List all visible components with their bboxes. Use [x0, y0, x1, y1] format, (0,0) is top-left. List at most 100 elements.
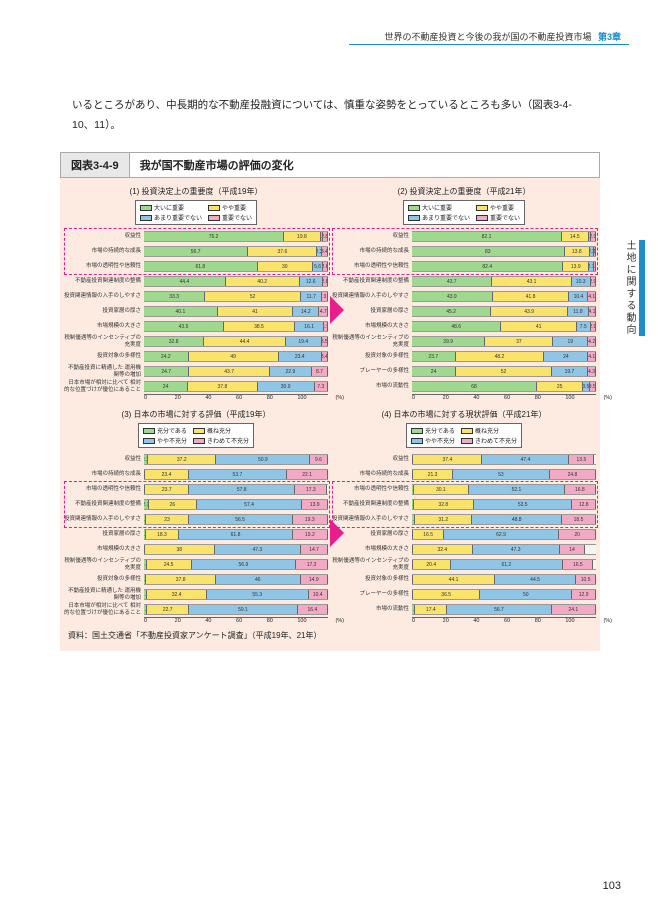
bar-segment: 13.8: [565, 247, 590, 256]
chart-row: 収益性0.837.447.413.5: [332, 452, 596, 467]
bar-wrap: 0.420.461.216.5: [412, 559, 596, 570]
bar-segment: 37.6: [248, 247, 317, 256]
bar-wrap: 43.538.516.11.9: [144, 321, 328, 332]
bar-wrap: 40.14114.24.7: [144, 306, 328, 317]
bar-wrap: 56.737.62.33.4: [144, 246, 328, 257]
bar-segment: 2.6: [323, 262, 328, 271]
panel-title: (3) 日本の市場に対する評価（平成19年）: [64, 409, 328, 420]
row-label: 税制優遇等のインセンティブの充実度: [64, 558, 144, 570]
row-label: 不動産投資関連制度の整備: [64, 501, 144, 507]
arrow-icon: [330, 296, 344, 324]
chart-row: 市場の持続的な成長0.823.453.722.1: [64, 467, 328, 482]
bar-wrap: 0.837.447.413.5: [412, 454, 596, 465]
row-label: 不動産投資関連制度の整備: [64, 278, 144, 284]
row-label: 収益性: [332, 456, 412, 462]
chart-row: 市場の透明性や信頼性82.413.92.71.1: [332, 259, 596, 274]
bar-segment: 48.8: [472, 515, 562, 524]
chart-legend: 充分である概ね充分やや不充分きわめて不充分: [406, 423, 522, 448]
row-label: 収益性: [64, 456, 144, 462]
legend-item: 重要でない: [208, 213, 252, 222]
bar-segment: 16.5: [563, 560, 593, 569]
row-label: 投資関連情報の入手のしやすさ: [64, 293, 144, 299]
header-rule: [349, 44, 629, 45]
bar-segment: 13.9: [563, 262, 589, 271]
bar-segment: 4.3: [588, 367, 596, 376]
legend-item: 概ね充分: [193, 426, 249, 435]
bar-segment: 2.8: [323, 232, 328, 241]
bar-segment: 3.4: [322, 352, 328, 361]
bar-wrap: 23.748.2244.1: [412, 351, 596, 362]
row-label: 日本市場が相対に比べて 相対的な位置づけが優位にあること: [64, 380, 144, 392]
bar-segment: 32.8: [414, 500, 474, 509]
bar-segment: 83: [412, 247, 565, 256]
bar-segment: 61.8: [144, 262, 258, 271]
header-chapter: 第3章: [598, 32, 621, 42]
bar-segment: 24.2: [144, 352, 189, 361]
chart-row: 税制優遇等のインセンティブの充実度32.844.419.43.5: [64, 334, 328, 349]
chart-row: 市場規模の大きさ03847.314.7: [64, 542, 328, 557]
bar-wrap: 2.72657.413.9: [144, 499, 328, 510]
legend-item: 大いに重要: [140, 203, 202, 212]
bar-segment: 14: [560, 545, 586, 554]
bar-wrap: 2.237.250.99.6: [144, 454, 328, 465]
bar-wrap: 24.24923.43.4: [144, 351, 328, 362]
bar-segment: 50.9: [216, 455, 310, 464]
bar-segment: 32.4: [413, 545, 473, 554]
bar-segment: 18.5: [562, 515, 596, 524]
bar-segment: 41: [501, 322, 576, 331]
bar-wrap: 44.440.212.62.8: [144, 276, 328, 287]
bar-segment: 9.6: [310, 455, 328, 464]
bar-segment: 44.5: [495, 575, 577, 584]
bar-segment: 3: [322, 292, 328, 301]
bar-segment: 1: [594, 247, 596, 256]
row-label: 市場の流動性: [332, 606, 412, 612]
bar-segment: 22.7: [147, 605, 189, 614]
chart-legend: 大いに重要やや重要あまり重要でない重要でない: [403, 200, 525, 225]
legend-item: きわめて不充分: [193, 436, 249, 445]
chart-row: 市場規模の大きさ0.432.447.314: [332, 542, 596, 557]
bar-segment: 4.1: [588, 292, 596, 301]
chart-row: 税制優遇等のインセンティブの充実度1.424.556.917.3: [64, 557, 328, 572]
bar-segment: 47.3: [215, 545, 302, 554]
bar-segment: 22.1: [287, 470, 328, 479]
bar-segment: 24.1: [552, 605, 596, 614]
legend-item: 充分である: [143, 426, 187, 435]
bar-segment: 16.8: [565, 485, 596, 494]
row-label: 投資対象の多様性: [332, 353, 412, 359]
chart-row: 投資対象の多様性0.844.144.510.5: [332, 572, 596, 587]
bar-segment: 37.4: [413, 455, 482, 464]
bar-segment: 11.8: [568, 307, 589, 316]
chart-row: 市場の流動性68253.53.5: [332, 379, 596, 394]
bar-segment: 19.2: [293, 530, 328, 539]
bar-segment: 33.3: [144, 292, 205, 301]
bar-segment: 20: [559, 530, 596, 539]
bar-segment: 19.8: [284, 232, 320, 241]
chart-panel: (1) 投資決定上の重要度（平成19年）大いに重要やや重要あまり重要でない重要で…: [64, 186, 328, 401]
row-label: 投資関連情報の入手のしやすさ: [332, 516, 412, 522]
chart-row: 市場の持続的な成長0.821.35324.8: [332, 467, 596, 482]
bar-segment: 55.3: [207, 590, 309, 599]
bar-segment: 1.1: [594, 262, 596, 271]
bar-segment: 48.2: [456, 352, 545, 361]
bar-segment: 23.7: [145, 485, 189, 494]
bar-segment: 32.4: [147, 590, 207, 599]
bar-wrap: 43.941.810.44.1: [412, 291, 596, 302]
panel-title: (1) 投資決定上の重要度（平成19年）: [64, 186, 328, 197]
bar-wrap: 0.932.853.512.8: [412, 499, 596, 510]
bar-wrap: 1.731.248.818.5: [412, 514, 596, 525]
bar-wrap: 03847.314.7: [144, 544, 328, 555]
bar-segment: 17.3: [295, 485, 327, 494]
bar-segment: 10.4: [569, 292, 588, 301]
bar-segment: 52.1: [469, 485, 565, 494]
bar-segment: 4.2: [588, 337, 596, 346]
bar-segment: 10.5: [576, 575, 595, 584]
chart-row: プレーヤーの多様性0.636.55012.9: [332, 587, 596, 602]
row-label: 投資関連情報の入手のしやすさ: [64, 516, 144, 522]
bar-segment: 50: [480, 590, 572, 599]
legend-item: 大いに重要: [408, 203, 470, 212]
intro-paragraph: いるところがあり、中長期的な不動産投融資については、慎重な姿勢をとっているところ…: [72, 96, 579, 136]
bar-segment: 23.4: [279, 352, 322, 361]
figure-number: 図表3-4-9: [61, 153, 130, 177]
row-label: 市場の透明性や信頼性: [332, 486, 412, 492]
bar-segment: 62.9: [444, 530, 560, 539]
